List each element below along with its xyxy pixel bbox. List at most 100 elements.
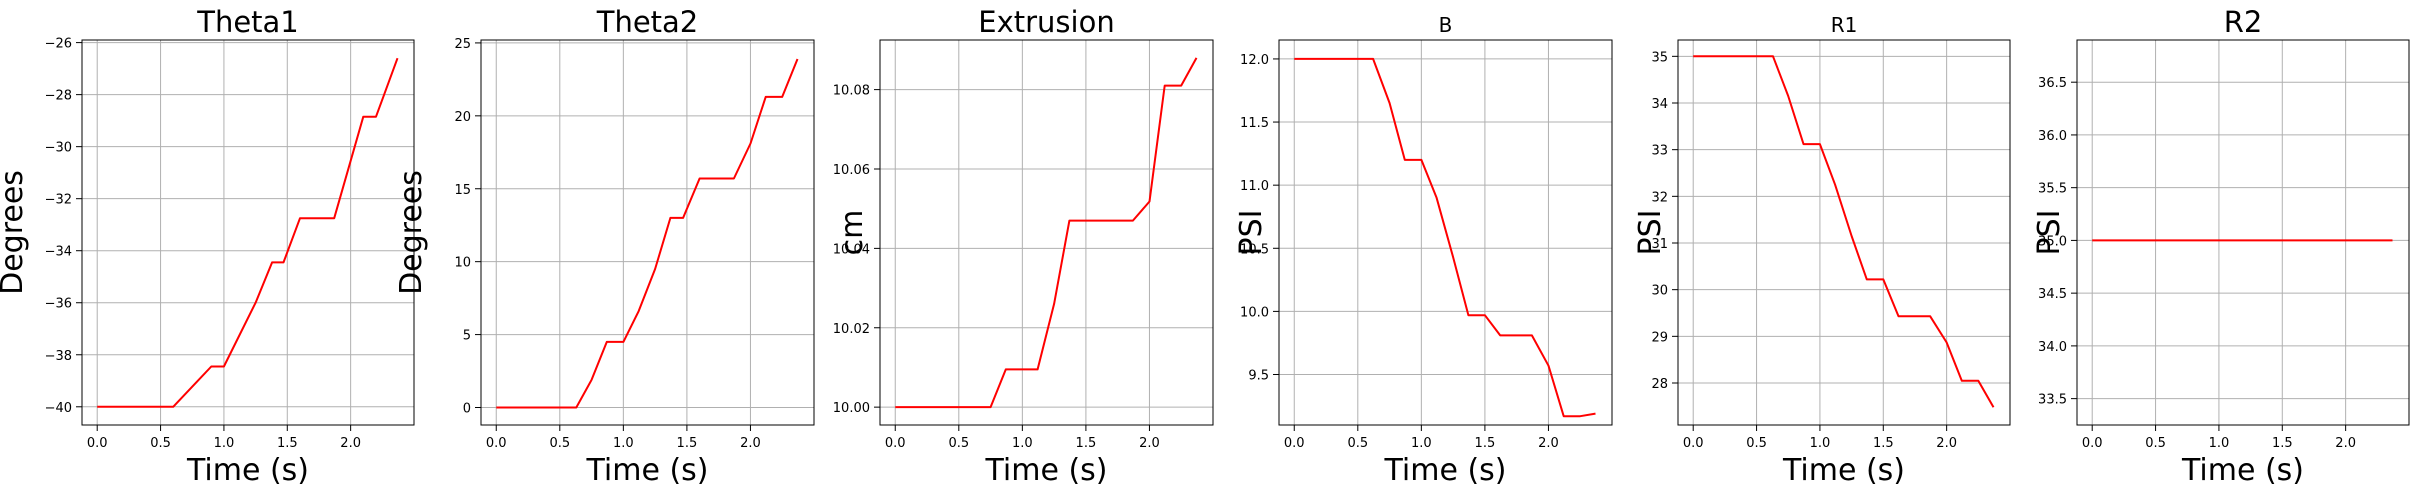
x-tick-label: 0.5 <box>549 436 570 451</box>
y-tick-label: 29 <box>1651 330 1668 345</box>
x-tick-label: 2.0 <box>1936 436 1957 451</box>
axes-frame <box>81 39 415 426</box>
series-line <box>97 57 399 408</box>
x-tick-label: 1.0 <box>613 436 634 451</box>
y-axis-label: PSI <box>2032 210 2067 256</box>
x-tick-label: 2.0 <box>340 436 361 451</box>
y-tick-label: 36.5 <box>2038 76 2067 91</box>
y-tick-label: −32 <box>45 193 72 208</box>
chart-title: B <box>1439 13 1453 37</box>
x-tick-label: 1.5 <box>1475 436 1496 451</box>
x-axis-label: Time (s) <box>1384 453 1507 488</box>
x-tick-label: 2.0 <box>1538 436 1559 451</box>
x-tick-label: 0.0 <box>1683 436 1704 451</box>
y-tick-label: −30 <box>45 141 72 156</box>
x-tick-label: 1.0 <box>1012 436 1033 451</box>
y-tick-label: 10.04 <box>833 242 870 257</box>
axes-frame <box>1677 39 2011 426</box>
y-tick-label: 10.08 <box>833 84 870 99</box>
x-tick-label: 0.5 <box>150 436 171 451</box>
y-tick-label: 25 <box>454 37 471 52</box>
x-tick-label: 0.5 <box>2145 436 2166 451</box>
x-tick-label: 1.0 <box>214 436 235 451</box>
y-tick-label: −40 <box>45 401 72 416</box>
axes-frame <box>879 39 1214 426</box>
subplot-extrusion: 0.0 0.5 1.0 1.5 2.0 10.00 10.02 10.04 10.06 10.08… <box>833 5 1214 488</box>
x-tick-label: 1.5 <box>277 436 298 451</box>
y-tick-label: −28 <box>45 89 72 104</box>
subplot-theta2: 0.0 0.5 1.0 1.5 2.0 0 5 10 15 20 25 Theta2 Time (s) D… <box>394 5 815 488</box>
series-line <box>895 57 1198 409</box>
y-tick-label: 15 <box>454 183 471 198</box>
chart-title: R1 <box>1831 13 1858 37</box>
y-tick-label: 10.00 <box>833 401 870 416</box>
subplot-r1: 0.0 0.5 1.0 1.5 2.0 28 29 30 31 32 33 34 35 R1 Time (s… <box>1633 13 2011 488</box>
y-axis-label: PSI <box>1234 210 1269 256</box>
y-tick-label: 5 <box>463 329 471 344</box>
x-tick-label: 1.0 <box>2209 436 2230 451</box>
y-tick-label: 35.0 <box>2038 234 2067 249</box>
y-tick-label: 11.5 <box>1240 116 1269 131</box>
chart-title: Theta2 <box>596 5 699 39</box>
x-tick-label: 1.0 <box>1411 436 1432 451</box>
x-tick-label: 1.5 <box>1076 436 1097 451</box>
y-tick-label: 35 <box>1651 50 1668 65</box>
y-tick-label: −36 <box>45 297 72 312</box>
x-tick-label: 2.0 <box>740 436 761 451</box>
y-tick-label: 34.0 <box>2038 340 2067 355</box>
x-axis-label: Time (s) <box>186 453 309 488</box>
x-tick-label: 0.0 <box>1284 436 1305 451</box>
y-tick-label: 10.5 <box>1240 242 1269 257</box>
y-axis-label: PSI <box>1633 210 1668 256</box>
x-tick-label: 0.0 <box>486 436 507 451</box>
y-tick-label: 36.0 <box>2038 129 2067 144</box>
x-axis-label: Time (s) <box>586 453 709 488</box>
x-tick-label: 1.5 <box>2272 436 2293 451</box>
y-tick-label: −38 <box>45 349 72 364</box>
x-tick-label: 2.0 <box>1139 436 1160 451</box>
y-tick-label: 10 <box>454 256 471 271</box>
series-line <box>1693 55 1995 408</box>
x-tick-label: 0.5 <box>948 436 969 451</box>
y-tick-label: 33 <box>1651 144 1668 159</box>
y-tick-label: 28 <box>1651 377 1668 392</box>
x-axis-label: Time (s) <box>2181 453 2304 488</box>
x-tick-label: 0.0 <box>2082 436 2103 451</box>
x-axis-label: Time (s) <box>985 453 1108 488</box>
x-tick-label: 2.0 <box>2335 436 2356 451</box>
series-line <box>496 58 799 409</box>
x-tick-label: 1.5 <box>677 436 698 451</box>
y-tick-label: 34 <box>1651 97 1668 112</box>
x-tick-label: 0.0 <box>87 436 108 451</box>
y-tick-label: 9.5 <box>1248 369 1269 384</box>
y-tick-label: 12.0 <box>1240 53 1269 68</box>
x-tick-label: 1.0 <box>1810 436 1831 451</box>
y-tick-label: 0 <box>463 402 471 417</box>
y-tick-label: 11.0 <box>1240 179 1269 194</box>
y-tick-label: −26 <box>45 37 72 52</box>
y-tick-label: 35.5 <box>2038 182 2067 197</box>
y-tick-label: 31 <box>1651 237 1668 252</box>
y-tick-label: −34 <box>45 245 72 260</box>
y-tick-label: 34.5 <box>2038 287 2067 302</box>
y-axis-label: Degrees <box>0 170 30 295</box>
y-tick-label: 32 <box>1651 190 1668 205</box>
y-axis-label: cm <box>835 210 870 256</box>
x-tick-label: 0.5 <box>1746 436 1767 451</box>
y-tick-label: 33.5 <box>2038 393 2067 408</box>
x-tick-label: 0.0 <box>885 436 906 451</box>
series-line <box>1294 57 1596 418</box>
y-tick-label: 20 <box>454 110 471 125</box>
y-axis-label: Degrees <box>394 170 429 295</box>
y-tick-label: 10.02 <box>833 322 870 337</box>
y-tick-label: 10.0 <box>1240 305 1269 320</box>
axes-frame <box>2076 39 2410 426</box>
y-tick-label: 10.06 <box>833 163 870 178</box>
subplot-b: 0.0 0.5 1.0 1.5 2.0 9.5 10.0 10.5 11.0 11.5 12.0 B T… <box>1234 13 1613 488</box>
x-tick-label: 0.5 <box>1347 436 1368 451</box>
y-tick-label: 30 <box>1651 284 1668 299</box>
x-axis-label: Time (s) <box>1782 453 1905 488</box>
axes-frame <box>480 39 815 426</box>
axes-frame <box>1278 39 1613 426</box>
